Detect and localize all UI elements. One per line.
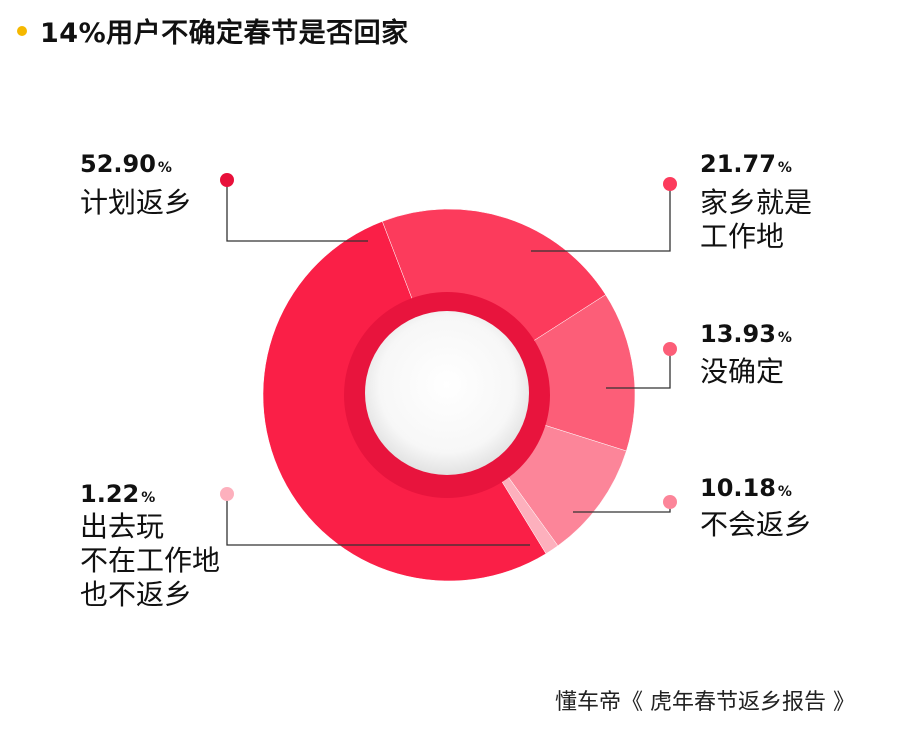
title-bullet-icon — [17, 26, 27, 36]
source-credit: 懂车帝《 虎年春节返乡报告 》 — [555, 690, 855, 715]
value-unit: % — [141, 490, 156, 506]
data-label-value: 21.77% — [700, 150, 792, 178]
category-line: 计划返乡 — [80, 186, 193, 219]
category-line: 没确定 — [700, 355, 785, 388]
data-label-value: 1.22% — [80, 480, 155, 508]
value-number: 52.90 — [80, 150, 156, 178]
data-label-value: 10.18% — [700, 474, 792, 502]
category-line: 也不返乡 — [80, 578, 193, 611]
legend-dot — [663, 495, 677, 509]
value-number: 1.22 — [80, 480, 140, 508]
legend-dot — [663, 342, 677, 356]
leader-line — [226, 180, 368, 242]
category-line: 工作地 — [700, 220, 785, 253]
data-label-category: 计划返乡 — [80, 186, 192, 220]
value-number: 13.93 — [700, 320, 776, 348]
value-unit: % — [777, 330, 792, 346]
value-unit: % — [777, 484, 792, 500]
legend-dot — [663, 177, 677, 191]
legend-dot — [220, 173, 234, 187]
value-unit: % — [777, 160, 792, 176]
donut-center — [365, 311, 529, 475]
data-label-category: 家乡就是 工作地 — [700, 186, 812, 254]
leader-line — [606, 349, 671, 389]
value-number: 21.77 — [700, 150, 776, 178]
leader-line — [226, 494, 530, 546]
data-label-category: 出去玩 不在工作地 也不返乡 — [80, 510, 220, 612]
category-line: 不会返乡 — [700, 508, 813, 541]
data-label-value: 52.90% — [80, 150, 172, 178]
page-title: 14%用户不确定春节是否回家 — [40, 18, 409, 49]
value-unit: % — [157, 160, 172, 176]
category-line: 家乡就是 — [700, 186, 813, 219]
legend-dot — [220, 487, 234, 501]
data-label-category: 没确定 — [700, 355, 784, 389]
value-number: 10.18 — [700, 474, 776, 502]
category-line: 不在工作地 — [80, 544, 221, 577]
category-line: 出去玩 — [80, 510, 165, 543]
leader-line — [531, 184, 671, 252]
data-label-category: 不会返乡 — [700, 508, 812, 542]
data-label-value: 13.93% — [700, 320, 792, 348]
